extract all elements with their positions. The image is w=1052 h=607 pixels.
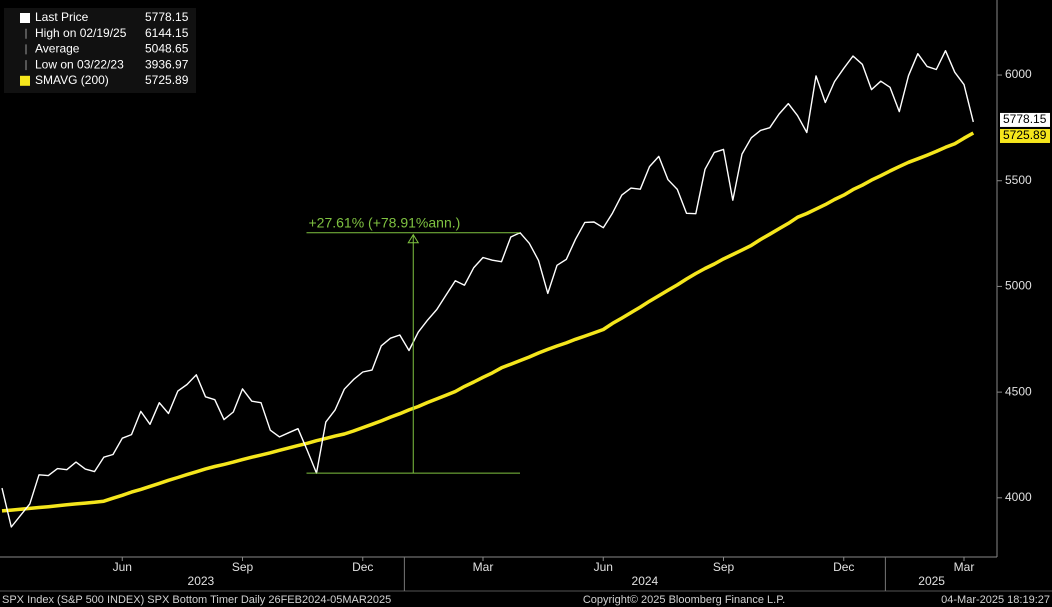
footer-left: SPX Index (S&P 500 INDEX) SPX Bottom Tim… — [2, 594, 391, 606]
legend-label: Average — [35, 42, 80, 56]
x-tick-label: Dec — [833, 560, 854, 574]
last-value-tag — [1000, 128, 1050, 143]
legend-label: SMAVG (200) — [35, 73, 109, 87]
legend-value: 3936.97 — [145, 57, 189, 71]
year-label: 2024 — [632, 574, 659, 588]
y-tick-label: 5500 — [1005, 173, 1032, 187]
legend-value: 5725.89 — [145, 73, 189, 87]
annotation-arrow — [407, 233, 420, 244]
last-value-label: 5725.89 — [1003, 128, 1047, 142]
x-tick-label: Dec — [352, 560, 373, 574]
x-tick-label: Mar — [473, 560, 494, 574]
footer-center: Copyright© 2025 Bloomberg Finance L.P. — [583, 594, 785, 606]
legend-swatch — [20, 13, 30, 23]
footer-right: 04-Mar-2025 18:19:27 — [941, 594, 1050, 606]
y-tick-label: 6000 — [1005, 67, 1032, 81]
legend-label: High on 02/19/25 — [35, 26, 127, 40]
annotation-label: +27.61% (+78.91%ann.) — [309, 214, 461, 230]
x-tick-label: Jun — [113, 560, 132, 574]
last-value-label: 5778.15 — [1003, 112, 1047, 126]
y-tick-label: 4000 — [1005, 490, 1032, 504]
series-line — [1, 131, 975, 513]
year-label: 2023 — [188, 574, 215, 588]
legend-swatch — [20, 75, 30, 86]
x-tick-label: Mar — [954, 560, 975, 574]
legend-value: 5048.65 — [145, 42, 189, 56]
legend-value: 6144.15 — [145, 26, 189, 40]
series-line — [1, 50, 974, 528]
y-tick-label: 4500 — [1005, 384, 1032, 398]
year-label: 2025 — [918, 574, 945, 588]
legend-box — [4, 8, 196, 93]
x-tick-label: Sep — [232, 560, 254, 574]
last-value-tag — [1000, 112, 1050, 127]
x-tick-label: Jun — [594, 560, 613, 574]
legend-value: 5778.15 — [145, 10, 189, 24]
x-tick-label: Sep — [713, 560, 735, 574]
y-tick-label: 5000 — [1005, 279, 1032, 293]
legend-label: Low on 03/22/23 — [35, 57, 124, 71]
legend-label: Last Price — [35, 10, 89, 24]
